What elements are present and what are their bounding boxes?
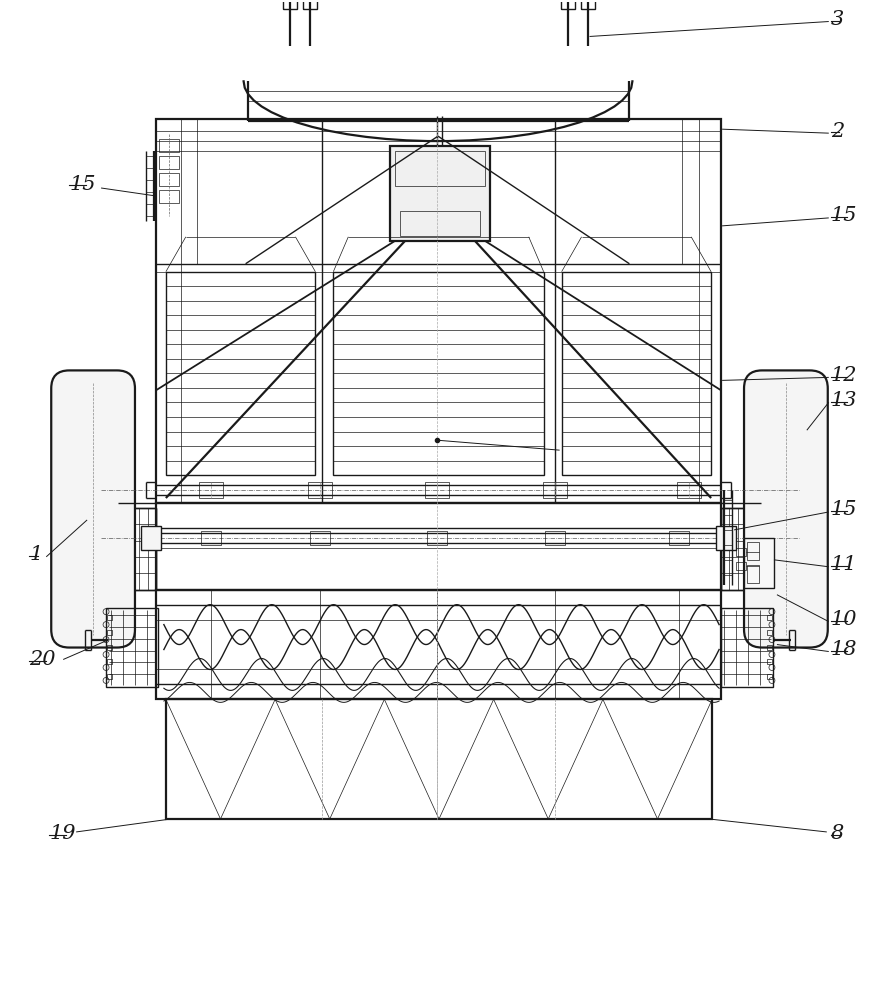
Bar — [561, 272, 710, 475]
Text: 2: 2 — [830, 122, 843, 141]
Bar — [131, 508, 155, 590]
Bar — [159, 190, 178, 203]
Text: 15: 15 — [69, 175, 96, 194]
Bar — [716, 526, 735, 550]
Text: 13: 13 — [830, 391, 856, 410]
Bar — [542, 482, 566, 498]
Bar — [308, 482, 332, 498]
Bar — [766, 615, 771, 620]
Bar — [746, 542, 758, 560]
Bar — [390, 146, 489, 241]
Bar — [746, 565, 758, 583]
Bar — [720, 608, 772, 687]
Bar — [425, 482, 449, 498]
Bar — [303, 0, 317, 9]
Bar — [107, 674, 112, 679]
Bar — [166, 272, 315, 475]
FancyBboxPatch shape — [743, 370, 827, 648]
Text: 1: 1 — [29, 545, 42, 564]
Bar — [155, 119, 720, 503]
Text: 11: 11 — [830, 555, 856, 574]
Bar — [200, 531, 220, 545]
Bar — [107, 615, 112, 620]
Bar — [579, 0, 594, 9]
Bar — [106, 608, 158, 687]
Bar — [743, 538, 773, 588]
Text: 15: 15 — [830, 500, 856, 519]
Bar — [735, 548, 745, 556]
Bar — [131, 508, 155, 590]
Text: 10: 10 — [830, 610, 856, 629]
Bar — [544, 531, 564, 545]
Bar — [310, 531, 330, 545]
Text: 20: 20 — [29, 650, 55, 669]
Bar — [560, 0, 574, 9]
Bar — [107, 645, 112, 650]
Bar — [159, 139, 178, 152]
Text: 3: 3 — [830, 10, 843, 29]
Text: 12: 12 — [830, 366, 856, 385]
Bar — [766, 674, 771, 679]
Bar — [668, 531, 688, 545]
Bar — [766, 630, 771, 635]
Bar — [159, 173, 178, 186]
Bar — [159, 156, 178, 169]
Bar — [427, 531, 447, 545]
Bar — [399, 211, 479, 236]
Text: 8: 8 — [830, 824, 843, 843]
Bar — [395, 151, 485, 186]
Text: 19: 19 — [49, 824, 76, 843]
Bar — [155, 503, 720, 590]
Text: 18: 18 — [830, 640, 856, 659]
Bar — [107, 630, 112, 635]
Bar — [198, 482, 222, 498]
Bar — [333, 272, 543, 475]
Text: 15: 15 — [830, 206, 856, 225]
Bar — [720, 508, 745, 590]
Bar — [676, 482, 701, 498]
Bar — [140, 526, 161, 550]
FancyBboxPatch shape — [51, 370, 135, 648]
Bar — [720, 508, 745, 590]
Bar — [107, 659, 112, 664]
Bar — [735, 562, 745, 570]
Bar — [155, 590, 720, 699]
Bar — [766, 659, 771, 664]
Bar — [284, 0, 297, 9]
Bar — [166, 699, 711, 819]
Bar — [766, 645, 771, 650]
